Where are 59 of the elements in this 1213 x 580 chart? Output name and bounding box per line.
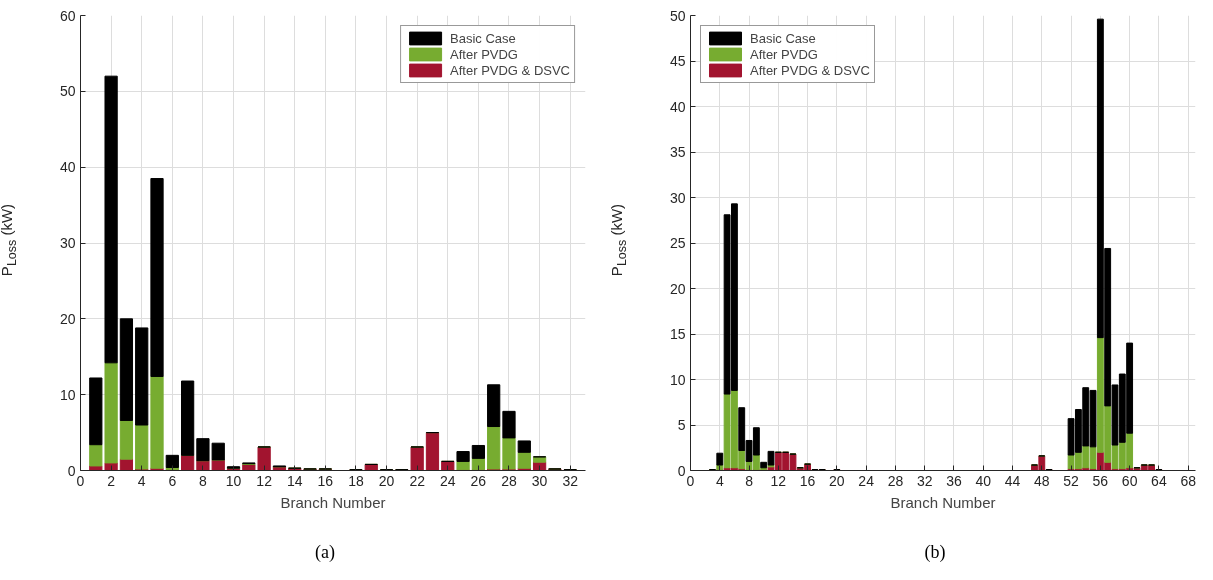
- x-tick-label: 20: [378, 472, 395, 489]
- x-tick-label: 22: [409, 472, 426, 489]
- x-tick-label: 28: [501, 472, 517, 489]
- x-tick-label: 36: [946, 472, 962, 489]
- legend-label: Basic Case: [750, 30, 816, 46]
- y-tick-label: 60: [59, 7, 76, 24]
- y-tick-label: 25: [669, 235, 686, 251]
- y-tick-label: 50: [669, 7, 686, 24]
- x-tick-label: 32: [916, 472, 933, 489]
- x-tick-label: 52: [1063, 472, 1080, 489]
- y-tick-label: 15: [669, 326, 686, 342]
- x-tick-label: 40: [975, 472, 992, 489]
- y-tick-label: 10: [669, 371, 686, 388]
- x-tick-label: 12: [770, 472, 787, 489]
- x-tick-label: 6: [168, 472, 177, 489]
- text: (a): [315, 541, 335, 564]
- y-tick-label: 30: [669, 189, 686, 206]
- x-axis-title: Branch Number: [280, 493, 386, 511]
- x-tick-label: 14: [286, 472, 303, 489]
- x-tick-label: 8: [745, 472, 754, 489]
- legend-label: After PVDG & DSVC: [450, 62, 570, 78]
- x-tick-label: 26: [470, 472, 487, 489]
- x-tick-label: 4: [137, 472, 146, 489]
- x-tick-label: 60: [1121, 472, 1138, 489]
- y-tick-label: 40: [669, 98, 686, 115]
- y-tick-label: 10: [59, 386, 76, 403]
- y-tick-label: 20: [669, 280, 686, 297]
- x-axis-title: Branch Number: [890, 493, 996, 511]
- legend-label: Basic Case: [450, 30, 516, 46]
- x-tick-label: 64: [1151, 472, 1167, 489]
- y-tick-label: 5: [677, 417, 686, 433]
- x-tick-label: 68: [1180, 472, 1197, 489]
- legend-label: After PVDG & DSVC: [750, 62, 870, 78]
- x-tick-label: 16: [317, 472, 334, 489]
- y-tick-label: 20: [59, 310, 76, 327]
- x-tick-label: 4: [715, 472, 724, 489]
- x-tick-label: 24: [858, 472, 875, 489]
- x-tick-label: 16: [799, 472, 816, 489]
- x-tick-label: 44: [1004, 472, 1021, 489]
- y-tick-label: 35: [669, 144, 686, 160]
- y-tick-label: 30: [59, 235, 76, 251]
- x-tick-label: 18: [348, 472, 364, 489]
- x-tick-label: 24: [439, 472, 456, 489]
- x-tick-label: 48: [1034, 472, 1050, 489]
- x-tick-label: 28: [887, 472, 904, 489]
- x-tick-label: 2: [107, 472, 116, 489]
- y-tick-label: 40: [59, 159, 76, 176]
- x-tick-label: 10: [225, 472, 242, 489]
- x-tick-label: 56: [1092, 472, 1109, 489]
- x-tick-label: 8: [199, 472, 208, 489]
- legend-label: After PVDG: [750, 46, 818, 62]
- y-tick-label: 50: [59, 83, 76, 100]
- x-tick-label: 30: [531, 472, 548, 489]
- y-tick-label: 45: [669, 53, 686, 69]
- x-tick-label: 12: [256, 472, 273, 489]
- text: (b): [924, 541, 946, 564]
- x-tick-label: 20: [829, 472, 845, 489]
- x-tick-label: 32: [562, 472, 579, 489]
- legend-label: After PVDG: [450, 46, 518, 62]
